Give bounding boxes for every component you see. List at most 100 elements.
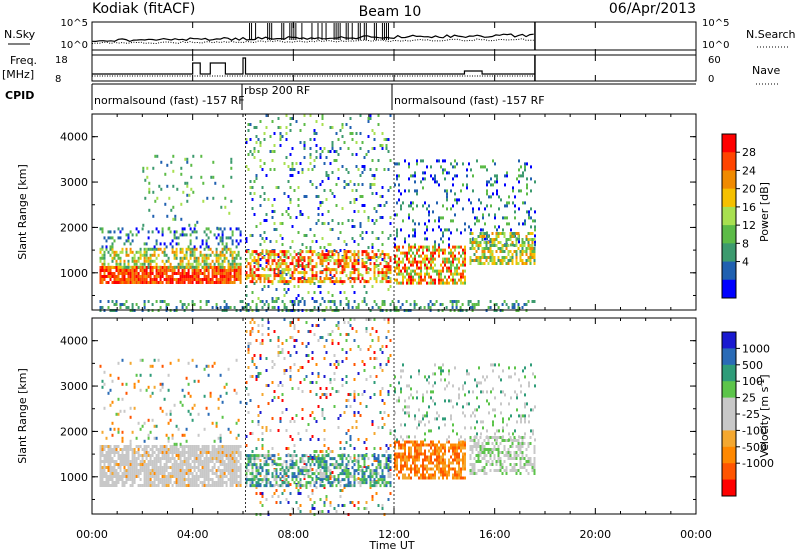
- echo-cell: [269, 135, 272, 138]
- echo-cell: [353, 469, 356, 473]
- echo-cell: [121, 303, 124, 306]
- echo-cell: [185, 275, 188, 278]
- echo-cell: [215, 475, 218, 478]
- echo-cell: [179, 445, 182, 448]
- echo-cell: [297, 265, 300, 269]
- echo-cell: [259, 342, 262, 345]
- echo-cell: [205, 445, 208, 448]
- echo-cell: [351, 475, 354, 479]
- echo-cell: [383, 318, 386, 321]
- echo-cell: [113, 463, 116, 466]
- echo-cell: [201, 463, 204, 466]
- echo-cell: [287, 280, 290, 284]
- echo-cell: [343, 180, 346, 183]
- echo-cell: [321, 264, 324, 267]
- echo-cell: [159, 275, 162, 278]
- echo-cell: [225, 278, 228, 281]
- echo-cell: [343, 265, 346, 269]
- echo-cell: [289, 153, 292, 156]
- echo-cell: [173, 272, 176, 275]
- echo-cell: [229, 227, 232, 231]
- echo-cell: [147, 418, 150, 422]
- echo-cell: [109, 278, 112, 281]
- echo-cell: [127, 259, 130, 263]
- echo-cell: [142, 166, 145, 170]
- echo-cell: [247, 366, 250, 369]
- echo-cell: [283, 192, 286, 195]
- echo-cell: [263, 277, 266, 281]
- echo-cell: [297, 171, 300, 174]
- echo-cell: [153, 469, 156, 472]
- echo-cell: [369, 258, 372, 261]
- echo-cell: [307, 250, 310, 254]
- echo-cell: [283, 280, 286, 284]
- echo-cell: [133, 281, 136, 284]
- echo-cell: [111, 272, 114, 275]
- echo-cell: [131, 259, 134, 263]
- echo-cell: [225, 242, 228, 246]
- echo-cell: [331, 471, 334, 474]
- echo-cell: [301, 472, 304, 476]
- echo-cell: [424, 257, 426, 261]
- echo-cell: [341, 384, 344, 387]
- echo-cell: [135, 272, 138, 275]
- echo-cell: [275, 483, 278, 486]
- echo-cell: [113, 427, 116, 431]
- echo-cell: [490, 204, 492, 208]
- echo-cell: [155, 247, 158, 251]
- echo-cell: [387, 456, 390, 459]
- echo-cell: [165, 306, 168, 309]
- echo-cell: [416, 159, 418, 163]
- echo-cell: [189, 478, 192, 481]
- echo-cell: [251, 300, 254, 303]
- echo-cell: [131, 272, 134, 275]
- echo-cell: [416, 263, 418, 267]
- echo-cell: [135, 472, 138, 475]
- echo-cell: [295, 253, 298, 257]
- echo-cell: [402, 278, 404, 282]
- echo-cell: [235, 245, 238, 249]
- echo-cell: [424, 275, 426, 279]
- echo-cell: [367, 280, 370, 284]
- echo-cell: [167, 481, 170, 484]
- echo-cell: [452, 204, 454, 208]
- echo-cell: [353, 390, 356, 393]
- echo-cell: [315, 381, 318, 384]
- echo-cell: [323, 277, 326, 281]
- echo-cell: [297, 507, 300, 510]
- echo-cell: [462, 207, 464, 211]
- echo-cell: [121, 281, 124, 284]
- echo-cell: [139, 256, 142, 260]
- echo-cell: [339, 480, 342, 483]
- echo-cell: [289, 375, 292, 378]
- echo-cell: [464, 263, 466, 267]
- echo-cell: [303, 484, 306, 488]
- echo-cell: [385, 450, 388, 453]
- echo-cell: [159, 460, 162, 463]
- echo-cell: [193, 259, 196, 263]
- echo-cell: [353, 504, 356, 507]
- echo-cell: [397, 300, 400, 303]
- echo-cell: [529, 256, 532, 259]
- echo-cell: [267, 478, 270, 482]
- echo-cell: [472, 189, 474, 193]
- echo-cell: [287, 469, 290, 473]
- echo-cell: [327, 478, 330, 482]
- echo-cell: [458, 278, 460, 282]
- echo-cell: [271, 399, 274, 402]
- echo-cell: [512, 189, 514, 193]
- echo-cell: [283, 481, 286, 485]
- echo-cell: [277, 336, 280, 339]
- echo-cell: [255, 259, 258, 263]
- echo-cell: [337, 222, 340, 225]
- echo-cell: [217, 478, 220, 481]
- echo-cell: [145, 469, 148, 472]
- echo-cell: [185, 262, 188, 266]
- echo-cell: [327, 258, 330, 261]
- echo-cell: [418, 260, 420, 264]
- echo-cell: [515, 232, 518, 235]
- echo-cell: [221, 457, 224, 460]
- echo-cell: [219, 253, 222, 257]
- echo-cell: [511, 306, 514, 309]
- echo-cell: [432, 228, 434, 232]
